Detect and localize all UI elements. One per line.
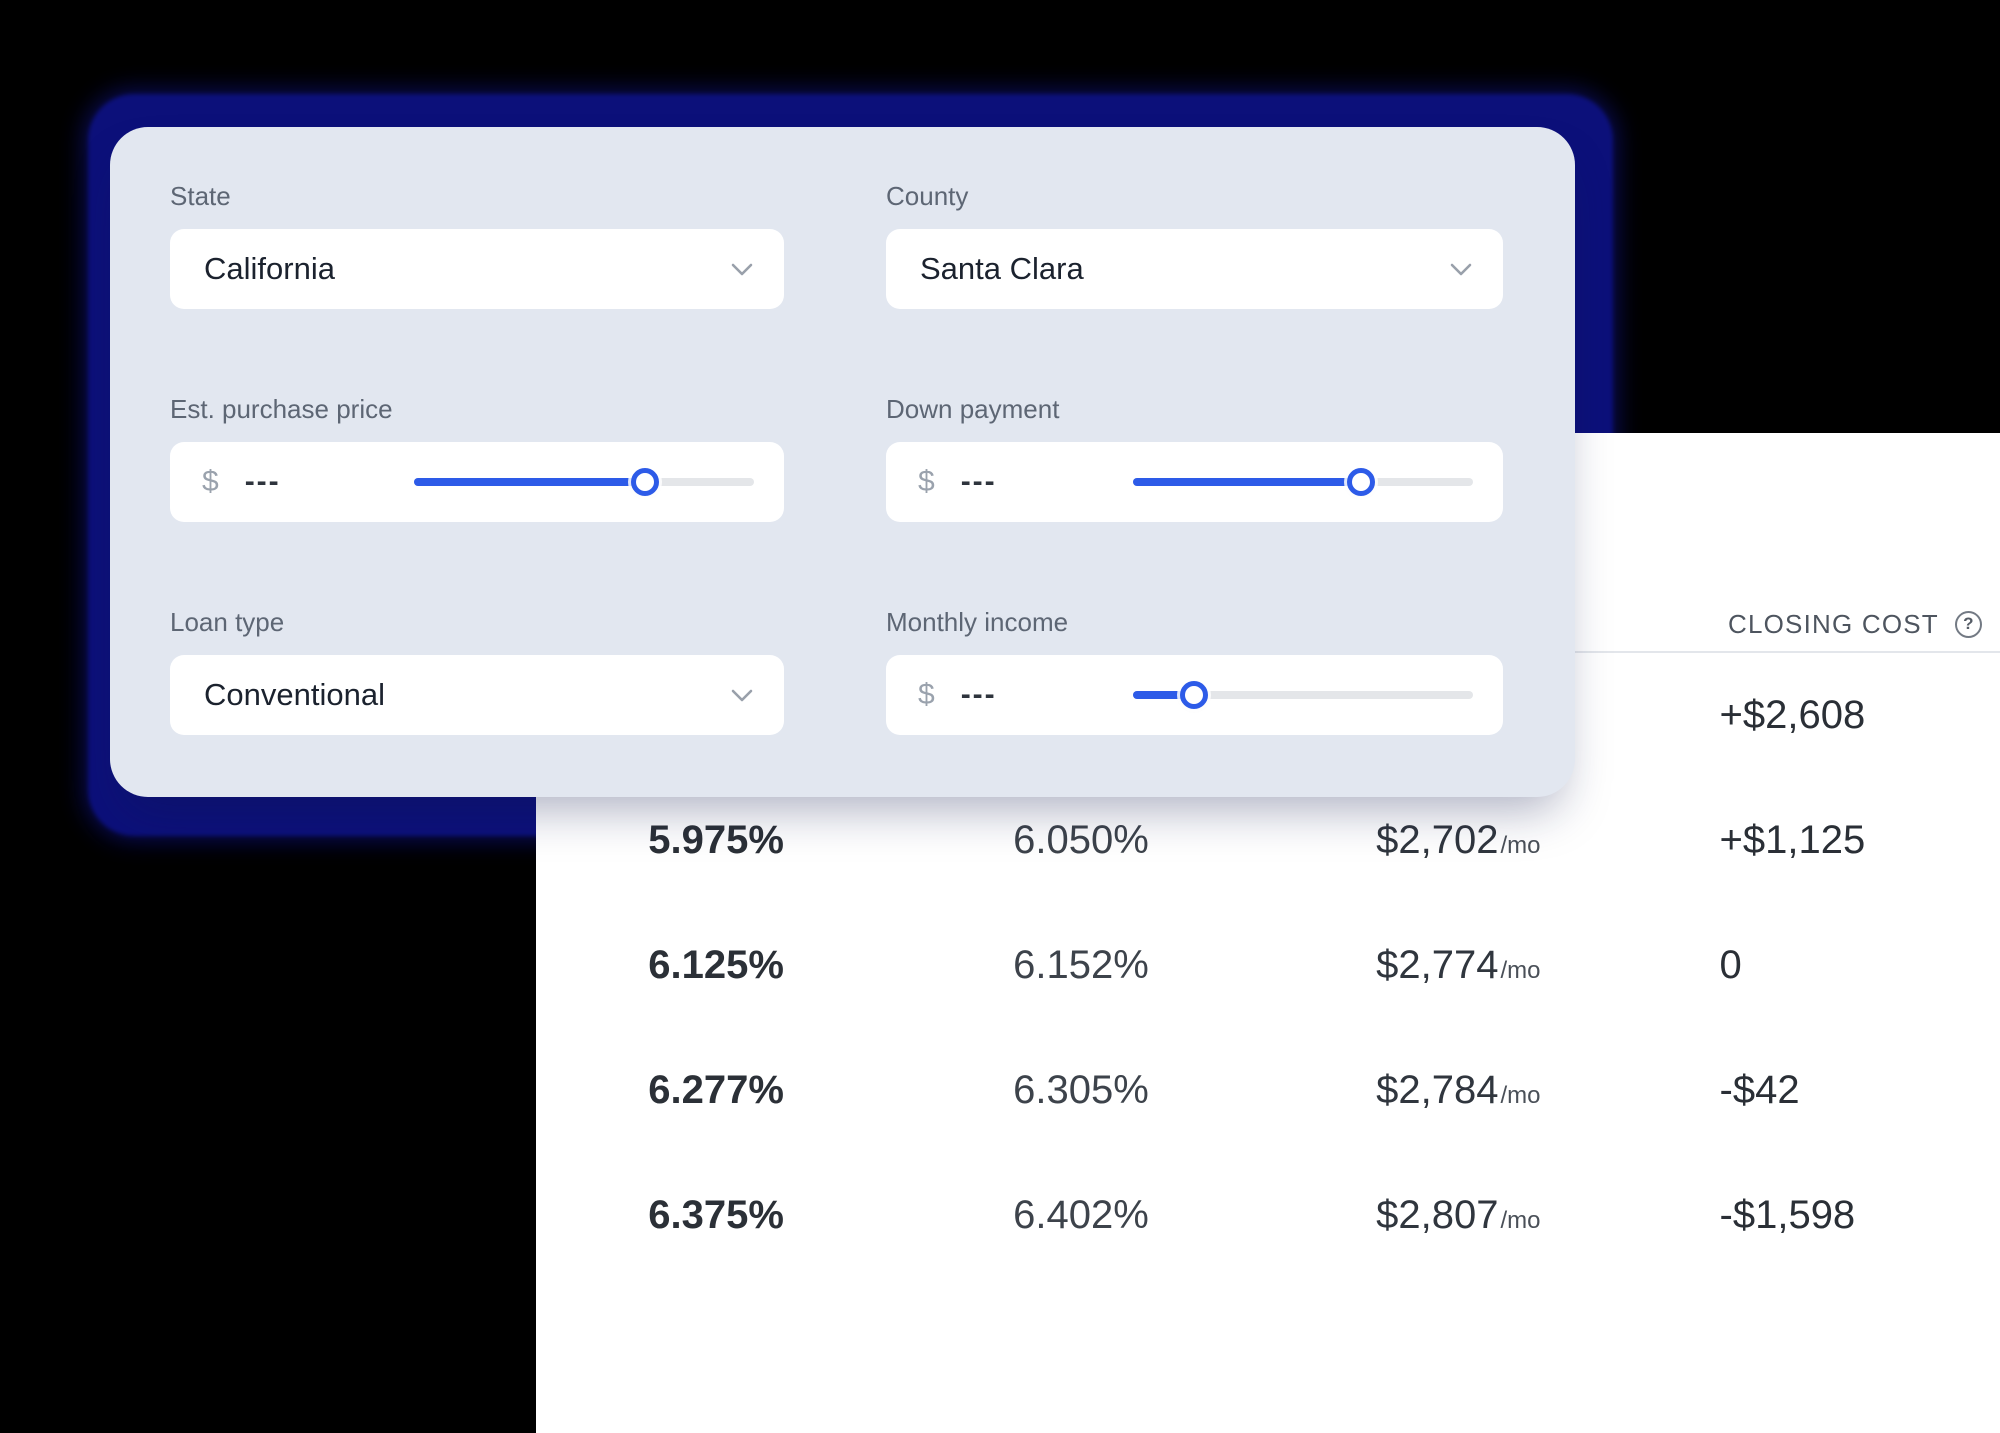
rate-cell: 5.975% bbox=[648, 818, 784, 862]
table-row: +$2,608 bbox=[536, 653, 2000, 778]
loan-type-selected-value: Conventional bbox=[204, 677, 385, 712]
closing-cost-header-label: CLOSING COST bbox=[1728, 608, 1939, 639]
county-selected-value: Santa Clara bbox=[920, 251, 1084, 286]
state-selected-value: California bbox=[204, 251, 335, 286]
purchase-price-value: --- bbox=[244, 465, 281, 498]
rate-cell: 6.375% bbox=[648, 1193, 784, 1237]
loan-type-select[interactable]: Conventional bbox=[170, 655, 784, 735]
monthly-income-label: Monthly income bbox=[886, 607, 1069, 637]
chevron-down-icon bbox=[730, 262, 754, 277]
monthly-income-slider[interactable] bbox=[1133, 680, 1473, 710]
slider-fill bbox=[1133, 691, 1195, 699]
monthly-income-field-group: Monthly income $ --- bbox=[886, 609, 1503, 735]
loan-type-field-group: Loan type Conventional bbox=[170, 609, 784, 735]
payment-cell: $2,784/mo bbox=[1149, 1068, 1541, 1113]
dollar-sign-icon: $ bbox=[202, 465, 219, 498]
apr-cell: 6.152% bbox=[1013, 943, 1149, 987]
down-payment-slider[interactable] bbox=[1133, 467, 1473, 497]
closing-cost-cell: -$42 bbox=[1719, 1068, 1800, 1112]
purchase-price-label: Est. purchase price bbox=[170, 394, 393, 424]
state-label: State bbox=[170, 181, 231, 211]
payment-cell: $2,774/mo bbox=[1149, 943, 1541, 988]
rate-table-rows: +$2,608 5.975% 6.050% $2,702/mo +$1,125 … bbox=[536, 653, 2000, 1278]
county-select[interactable]: Santa Clara bbox=[886, 229, 1503, 309]
chevron-down-icon bbox=[730, 688, 754, 703]
payment-amount: $2,774 bbox=[1376, 943, 1499, 987]
county-field-group: County Santa Clara bbox=[886, 183, 1503, 309]
payment-amount: $2,702 bbox=[1376, 818, 1499, 862]
purchase-price-input[interactable]: $ --- bbox=[170, 442, 784, 522]
slider-handle[interactable] bbox=[631, 468, 660, 496]
apr-cell: 6.305% bbox=[1013, 1068, 1149, 1112]
table-row: 5.975% 6.050% $2,702/mo +$1,125 bbox=[536, 778, 2000, 903]
chevron-down-icon bbox=[1449, 262, 1473, 277]
apr-cell: 6.050% bbox=[1013, 818, 1149, 862]
slider-fill bbox=[1133, 478, 1361, 486]
loan-type-label: Loan type bbox=[170, 607, 285, 637]
loan-filter-card: State California County Santa Clara Est.… bbox=[110, 127, 1575, 797]
payment-suffix: /mo bbox=[1500, 957, 1541, 984]
purchase-price-field-group: Est. purchase price $ --- bbox=[170, 396, 784, 522]
help-icon[interactable]: ? bbox=[1954, 610, 1982, 638]
table-row: 6.125% 6.152% $2,774/mo 0 bbox=[536, 903, 2000, 1028]
closing-cost-cell: 0 bbox=[1719, 943, 1742, 987]
monthly-income-value: --- bbox=[960, 678, 997, 711]
closing-cost-cell: +$2,608 bbox=[1719, 693, 1866, 737]
dollar-sign-icon: $ bbox=[918, 678, 935, 711]
monthly-income-input[interactable]: $ --- bbox=[886, 655, 1503, 735]
table-row: 6.277% 6.305% $2,784/mo -$42 bbox=[536, 1028, 2000, 1153]
closing-cost-cell: -$1,598 bbox=[1719, 1193, 1856, 1237]
county-label: County bbox=[886, 181, 969, 211]
payment-suffix: /mo bbox=[1500, 832, 1541, 859]
rate-cell: 6.277% bbox=[648, 1068, 784, 1112]
apr-cell: 6.402% bbox=[1013, 1193, 1149, 1237]
purchase-price-slider[interactable] bbox=[414, 467, 754, 497]
state-select[interactable]: California bbox=[170, 229, 784, 309]
down-payment-input[interactable]: $ --- bbox=[886, 442, 1503, 522]
payment-cell: $2,702/mo bbox=[1149, 818, 1541, 863]
state-field-group: State California bbox=[170, 183, 784, 309]
down-payment-value: --- bbox=[960, 465, 997, 498]
payment-amount: $2,807 bbox=[1376, 1193, 1499, 1237]
payment-cell: $2,807/mo bbox=[1149, 1193, 1541, 1238]
down-payment-label: Down payment bbox=[886, 394, 1060, 424]
slider-fill bbox=[414, 478, 646, 486]
dollar-sign-icon: $ bbox=[918, 465, 935, 498]
down-payment-field-group: Down payment $ --- bbox=[886, 396, 1503, 522]
payment-suffix: /mo bbox=[1500, 1082, 1541, 1109]
payment-amount: $2,784 bbox=[1376, 1068, 1499, 1112]
slider-handle[interactable] bbox=[1346, 468, 1375, 496]
rate-cell: 6.125% bbox=[648, 943, 784, 987]
closing-cost-cell: +$1,125 bbox=[1719, 818, 1866, 862]
slider-track[interactable] bbox=[1133, 691, 1473, 699]
table-row: 6.375% 6.402% $2,807/mo -$1,598 bbox=[536, 1153, 2000, 1278]
closing-cost-header: CLOSING COST ? bbox=[1728, 605, 1982, 643]
payment-suffix: /mo bbox=[1500, 1207, 1541, 1234]
slider-handle[interactable] bbox=[1180, 681, 1209, 709]
